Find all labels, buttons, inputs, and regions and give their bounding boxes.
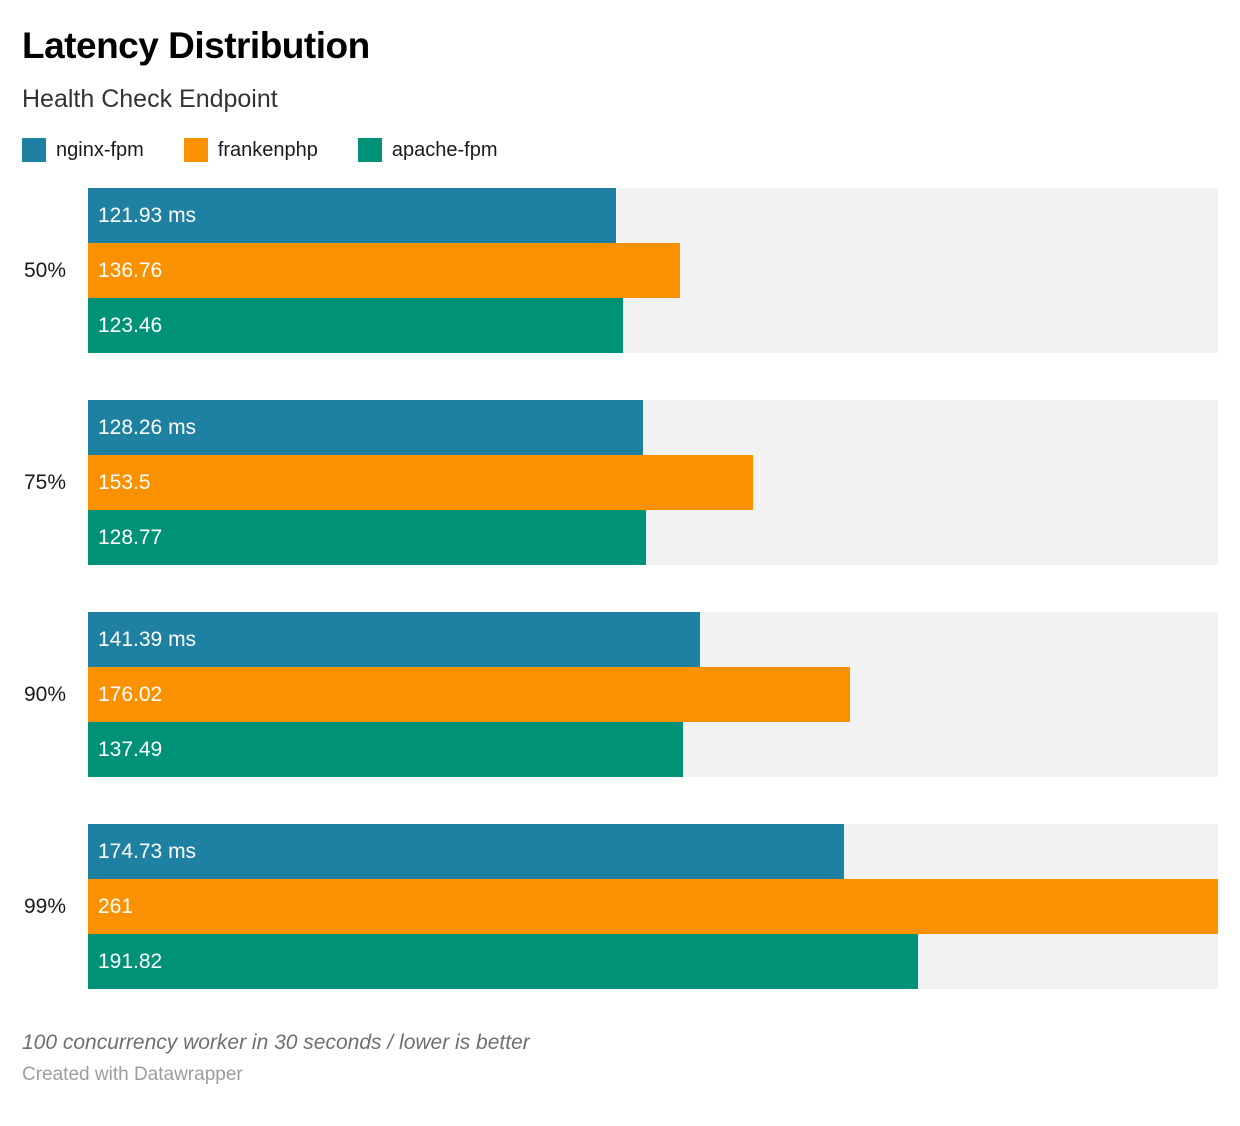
- legend: nginx-fpm frankenphp apache-fpm: [22, 138, 1218, 163]
- bar-value-label: 141.39 ms: [98, 627, 197, 651]
- bar-group-p50: 50% 121.93 ms 136.76 123.46: [22, 188, 1218, 354]
- chart-title: Latency Distribution: [22, 25, 370, 66]
- bar-value-label: 176.02: [98, 682, 163, 706]
- bar-track-p50: 121.93 ms 136.76 123.46: [88, 188, 1218, 354]
- bar-group-p90: 90% 141.39 ms 176.02 137.49: [22, 612, 1218, 778]
- bar-frankenphp-p90: 176.02: [88, 667, 851, 723]
- bar-frankenphp-p99: 261: [88, 879, 1218, 935]
- bar-value-label: 261: [98, 894, 134, 918]
- legend-swatch-nginx-fpm: [22, 138, 46, 163]
- chart-subtitle: Health Check Endpoint: [22, 85, 278, 114]
- legend-item-nginx-fpm: nginx-fpm: [22, 138, 144, 163]
- bar-track-p90: 141.39 ms 176.02 137.49: [88, 612, 1218, 778]
- bar-track-p99: 174.73 ms 261 191.82: [88, 824, 1218, 990]
- bar-nginx-fpm-p50: 121.93 ms: [88, 188, 616, 244]
- legend-label-apache-fpm: apache-fpm: [391, 138, 498, 161]
- bar-value-label: 174.73 ms: [98, 839, 197, 863]
- legend-swatch-frankenphp: [183, 138, 208, 163]
- bar-apache-fpm-p75: 128.77: [88, 510, 646, 566]
- plot-area: 50% 121.93 ms 136.76 123.46 75% 128.26 m…: [22, 188, 1218, 990]
- category-label-p75: 75%: [23, 470, 66, 494]
- legend-item-frankenphp: frankenphp: [183, 138, 318, 163]
- bar-frankenphp-p50: 136.76: [88, 243, 681, 299]
- bar-group-p99: 99% 174.73 ms 261 191.82: [22, 824, 1218, 990]
- datawrapper-credit: Created with Datawrapper: [22, 1064, 243, 1086]
- category-label-p50: 50%: [23, 258, 66, 282]
- bar-value-label: 153.5: [98, 470, 151, 494]
- bar-nginx-fpm-p99: 174.73 ms: [88, 824, 845, 880]
- bar-value-label: 137.49: [98, 737, 163, 761]
- bar-frankenphp-p75: 153.5: [88, 455, 753, 511]
- legend-label-nginx-fpm: nginx-fpm: [56, 138, 144, 161]
- legend-label-frankenphp: frankenphp: [217, 138, 318, 161]
- bar-apache-fpm-p50: 123.46: [88, 298, 623, 354]
- bar-value-label: 191.82: [98, 949, 163, 973]
- bar-value-label: 128.77: [98, 525, 163, 549]
- bar-value-label: 128.26 ms: [98, 415, 197, 439]
- bar-value-label: 123.46: [98, 313, 163, 337]
- legend-item-apache-fpm: apache-fpm: [357, 138, 498, 163]
- bar-value-label: 136.76: [98, 258, 163, 282]
- bar-group-p75: 75% 128.26 ms 153.5 128.77: [22, 400, 1218, 566]
- category-label-p90: 90%: [23, 682, 66, 706]
- bar-track-p75: 128.26 ms 153.5 128.77: [88, 400, 1218, 566]
- bar-nginx-fpm-p75: 128.26 ms: [88, 400, 644, 456]
- chart-footnote: 100 concurrency worker in 30 seconds / l…: [22, 1031, 530, 1055]
- legend-swatch-apache-fpm: [357, 138, 382, 163]
- bar-apache-fpm-p99: 191.82: [88, 934, 919, 990]
- category-label-p99: 99%: [23, 894, 66, 918]
- bar-nginx-fpm-p90: 141.39 ms: [88, 612, 701, 668]
- bar-apache-fpm-p90: 137.49: [88, 722, 684, 778]
- bar-value-label: 121.93 ms: [98, 203, 197, 227]
